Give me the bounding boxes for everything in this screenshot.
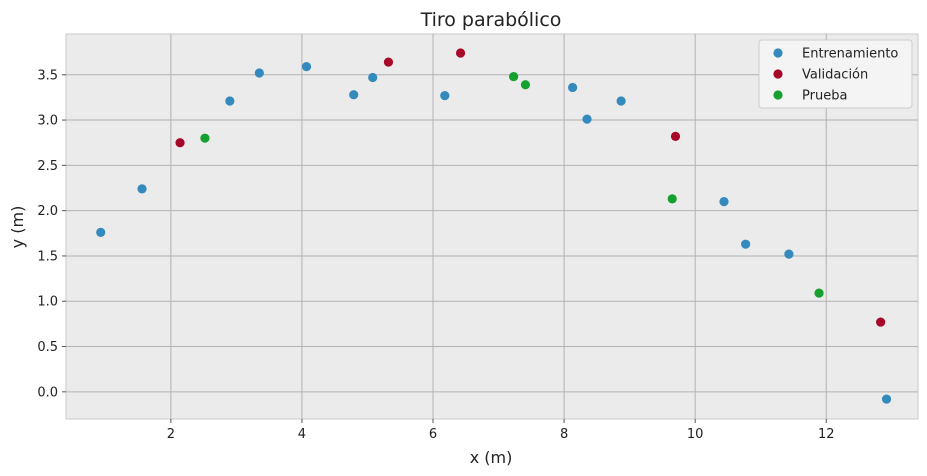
series-0 [96, 62, 892, 404]
data-point [814, 288, 824, 298]
data-point [455, 48, 466, 58]
y-axis-ticks: 0.0 0.5 1.0 1.5 2.0 2.5 3.0 3.5 [37, 68, 66, 400]
x-tick-label: 8 [560, 427, 568, 442]
x-tick-label: 12 [818, 427, 835, 442]
data-point [175, 138, 185, 148]
data-point [741, 239, 751, 249]
data-point [616, 96, 626, 106]
y-axis-label: y (m) [8, 206, 27, 249]
legend-marker [773, 90, 783, 100]
legend-marker [773, 48, 783, 58]
y-tick-label: 3.0 [37, 114, 58, 129]
legend-label: Validación [802, 68, 868, 83]
legend: Entrenamiento Validación Prueba [758, 39, 913, 109]
y-tick-label: 2.0 [37, 204, 58, 219]
x-tick-label: 2 [167, 427, 175, 442]
data-points [96, 48, 892, 404]
data-point [440, 91, 450, 101]
data-point [383, 57, 394, 67]
grid-lines [66, 34, 918, 419]
data-point [719, 196, 729, 207]
data-point [96, 227, 106, 237]
legend-box [758, 39, 913, 109]
x-tick-label: 6 [429, 427, 437, 442]
data-point [784, 249, 794, 259]
x-tick-label: 4 [298, 427, 306, 442]
x-axis-ticks: 2 4 6 8 10 12 [167, 419, 835, 442]
data-point [349, 90, 359, 100]
y-tick-label: 1.5 [37, 249, 58, 264]
y-tick-label: 1.0 [37, 295, 58, 310]
data-point [200, 133, 210, 143]
chart-title: Tiro parabólico [420, 9, 562, 31]
series-1 [175, 48, 886, 327]
legend-marker [773, 69, 783, 79]
data-point [670, 131, 681, 141]
x-tick-label: 10 [687, 427, 704, 442]
data-point [225, 96, 235, 106]
data-point [509, 71, 519, 82]
y-tick-label: 0.5 [37, 340, 58, 355]
y-tick-label: 2.5 [37, 159, 58, 174]
y-tick-label: 0.0 [37, 385, 58, 400]
legend-label: Entrenamiento [802, 47, 898, 62]
legend-label: Prueba [802, 89, 847, 104]
data-point [301, 62, 312, 72]
x-axis-label: x (m) [470, 448, 513, 467]
data-point [568, 82, 578, 93]
data-point [881, 394, 892, 404]
data-point [137, 184, 147, 194]
data-point [876, 317, 886, 327]
data-point [667, 194, 677, 204]
series-2 [200, 71, 824, 298]
data-point [254, 68, 264, 78]
data-point [582, 114, 592, 124]
data-point [368, 72, 378, 83]
y-tick-label: 3.5 [37, 68, 58, 83]
data-point [520, 80, 531, 90]
